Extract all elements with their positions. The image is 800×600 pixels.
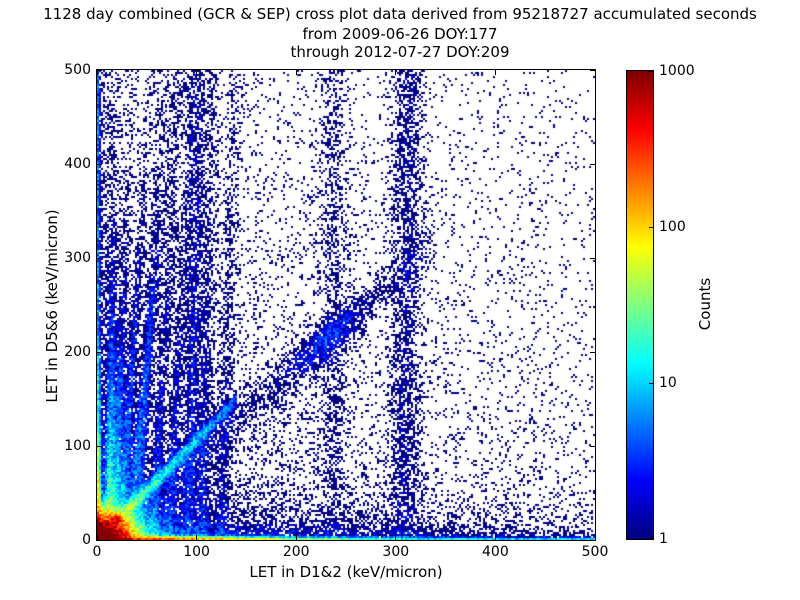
x-tick <box>96 535 98 540</box>
y-tick-label: 500 <box>64 62 91 78</box>
y-tick <box>97 539 102 541</box>
x-tick <box>196 535 198 540</box>
x-axis-label: LET in D1&2 (keV/micron) <box>249 563 443 581</box>
x-tick-label: 400 <box>482 544 509 560</box>
y-tick <box>97 163 102 165</box>
heatmap-canvas <box>97 70 595 540</box>
x-tick-label: 300 <box>382 544 410 560</box>
y-tick-right <box>590 163 595 165</box>
x-tick-label: 200 <box>282 544 310 560</box>
y-tick <box>97 257 102 259</box>
y-tick-right <box>590 257 595 259</box>
x-tick-label: 500 <box>581 544 609 560</box>
x-tick-top <box>196 70 198 75</box>
colorbar-tick-label: 1000 <box>659 63 695 79</box>
colorbar-tick-label: 1 <box>659 531 668 547</box>
x-tick-top <box>395 70 397 75</box>
chart-subtitle-from: from 2009-06-26 DOY:177 <box>302 25 498 43</box>
y-tick-label: 200 <box>64 344 91 360</box>
y-tick-right <box>590 351 595 353</box>
y-tick <box>97 69 102 71</box>
x-tick <box>395 535 397 540</box>
colorbar-tick <box>649 537 653 539</box>
colorbar-tick-label: 10 <box>659 375 677 391</box>
y-tick-label: 100 <box>64 438 91 454</box>
y-tick-right <box>590 539 595 541</box>
x-tick-top <box>96 70 98 75</box>
colorbar-tick <box>649 70 653 72</box>
y-tick <box>97 445 102 447</box>
colorbar-gradient <box>627 71 653 539</box>
y-tick-right <box>590 445 595 447</box>
x-tick-top <box>295 70 297 75</box>
x-tick <box>594 535 596 540</box>
y-tick-label: 400 <box>64 156 91 172</box>
colorbar-tick-label: 100 <box>659 219 686 235</box>
chart-title: 1128 day combined (GCR & SEP) cross plot… <box>43 5 757 23</box>
x-tick-top <box>594 70 596 75</box>
colorbar-tick <box>649 226 653 228</box>
y-axis-label: LET in D5&6 (keV/micron) <box>43 209 61 403</box>
x-tick-top <box>494 70 496 75</box>
y-tick-label: 300 <box>64 250 91 266</box>
colorbar-tick <box>649 382 653 384</box>
y-tick-label: 0 <box>82 532 91 548</box>
y-tick-right <box>590 69 595 71</box>
chart-subtitle-through: through 2012-07-27 DOY:209 <box>290 43 510 61</box>
y-tick <box>97 351 102 353</box>
x-tick <box>295 535 297 540</box>
x-tick-label: 100 <box>183 544 210 560</box>
x-tick-label: 0 <box>92 544 102 560</box>
x-tick <box>494 535 496 540</box>
